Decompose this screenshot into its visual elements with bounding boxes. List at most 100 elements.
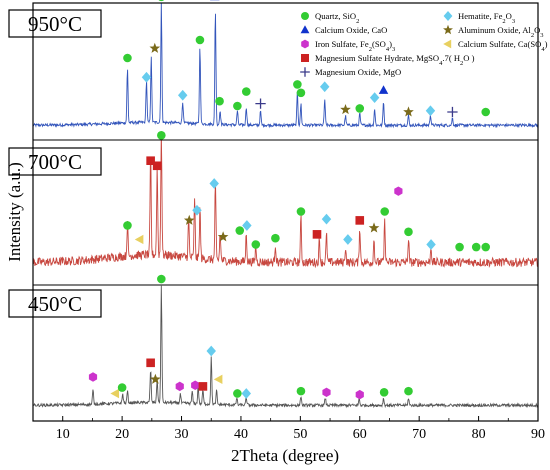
alumina-marker (149, 42, 161, 53)
alumina-marker (340, 104, 351, 115)
plot-frame (32, 2, 539, 422)
alumina-marker (368, 222, 380, 233)
sample-label-box (8, 147, 102, 176)
hematite-marker (242, 220, 252, 231)
fesulf-marker (394, 186, 403, 196)
hematite-marker (209, 178, 219, 189)
quartz-marker (380, 207, 390, 216)
mgso4-marker (146, 358, 155, 368)
quartz-marker (271, 233, 280, 243)
legend-entry: Quartz, SiO2 (315, 11, 359, 25)
quartz-legend-icon (301, 12, 309, 20)
legend-entry: Magnesium Oxide, MgO (315, 67, 401, 77)
alumina-marker (150, 373, 161, 384)
hematite-marker (321, 213, 332, 225)
mgso4-marker (355, 216, 365, 225)
hematite-marker (192, 204, 202, 216)
quartz-marker (158, 0, 165, 2)
y-axis-label: Intensity (a.u.) (5, 162, 24, 262)
quartz-marker (404, 386, 413, 396)
mgo-marker (255, 98, 266, 109)
sample-label: 450°C (28, 292, 82, 316)
fesulf-marker (355, 389, 364, 400)
marker-layer (88, 0, 491, 400)
fesulf-marker (322, 387, 331, 398)
alumina-marker (183, 214, 195, 225)
hematite-marker (206, 345, 216, 357)
quartz-marker (241, 87, 251, 96)
sample-label-box (8, 289, 102, 318)
alumina-legend-icon (443, 24, 453, 35)
sample-label: 700°C (28, 150, 82, 174)
fesulf-marker (88, 372, 98, 382)
trace-layer (33, 3, 538, 409)
trace-1 (33, 131, 538, 269)
quartz-marker (215, 96, 224, 106)
mgso4-legend-icon (301, 54, 309, 62)
x-tick-label: 60 (353, 427, 367, 442)
hematite-legend-icon (443, 11, 453, 21)
quartz-marker (157, 274, 166, 284)
mgo-marker (447, 106, 458, 118)
quartz-marker (455, 242, 464, 252)
hematite-marker (343, 234, 353, 245)
x-tick-label: 70 (412, 427, 426, 442)
mgso4-marker (198, 382, 208, 391)
legend-entry: Calcium Oxide, CaO (315, 25, 387, 35)
caso4-marker (134, 234, 144, 245)
hematite-marker (369, 92, 380, 103)
hematite-marker (319, 81, 330, 93)
mgo-legend-icon (300, 67, 310, 77)
quartz-marker (251, 240, 261, 249)
quartz-marker (123, 53, 132, 63)
legend-entry: Aluminum Oxide, Al2O3 (458, 25, 544, 39)
alumina-marker (403, 106, 414, 117)
fesulf-marker (175, 381, 184, 392)
x-axis: 10 20 30 40 50 60 70 80 90 (56, 416, 545, 442)
x-tick-label: 50 (293, 427, 307, 442)
sample-label-box (8, 9, 102, 38)
legend-entry: Calcium Sulfate, Ca(SO4) (458, 39, 548, 53)
fesulf-marker (191, 380, 200, 390)
quartz-marker (404, 227, 413, 237)
quartz-marker (481, 242, 491, 252)
alumina-marker (217, 231, 229, 242)
trace-2 (33, 285, 538, 409)
caso4-legend-icon (443, 39, 452, 49)
hematite-marker (426, 239, 436, 250)
sample-labels: 950°C 700°C 450°C (8, 9, 102, 318)
x-tick-label: 10 (56, 427, 70, 442)
quartz-marker (293, 80, 302, 89)
cao-marker (378, 85, 389, 94)
legend-entry: Magnesium Sulfate Hydrate, MgSO4.7( H2O … (315, 53, 475, 67)
legend-entry: Hematite, Fe2O3 (458, 11, 515, 25)
mgso4-marker (152, 161, 162, 171)
caso4-marker (110, 388, 120, 399)
quartz-marker (296, 88, 306, 98)
sample-label: 950°C (28, 12, 82, 36)
quartz-marker (157, 131, 166, 140)
quartz-marker (233, 101, 242, 111)
x-tick-label: 20 (115, 427, 129, 442)
x-axis-label: 2Theta (degree) (231, 446, 339, 465)
quartz-marker (195, 35, 205, 45)
mgso4-marker (146, 156, 155, 165)
cao-legend-icon (300, 25, 310, 34)
quartz-marker (355, 104, 365, 113)
x-tick-label: 80 (472, 427, 486, 442)
quartz-marker (117, 383, 127, 392)
mgso4-marker (312, 230, 322, 239)
hematite-marker (241, 388, 252, 399)
hematite-marker (177, 89, 188, 101)
quartz-marker (123, 221, 132, 230)
quartz-marker (471, 242, 481, 252)
trace-0 (33, 3, 538, 129)
quartz-marker (296, 386, 306, 396)
hematite-marker (425, 105, 436, 117)
fesulf-legend-icon (301, 39, 309, 49)
legend: Quartz, SiO2 Hematite, Fe2O3 Calcium Oxide… (300, 11, 548, 77)
legend-entry: Iron Sulfate, Fe2(SO4)3 (315, 39, 395, 53)
x-tick-label: 40 (234, 427, 248, 442)
quartz-marker (379, 388, 389, 397)
